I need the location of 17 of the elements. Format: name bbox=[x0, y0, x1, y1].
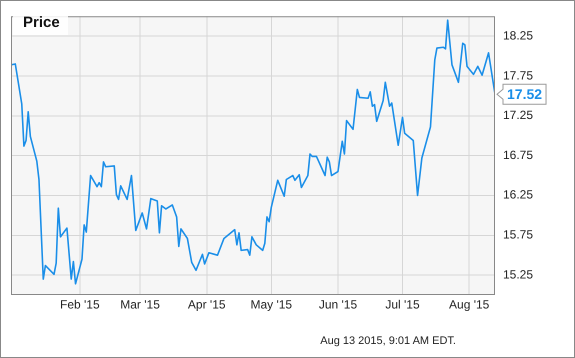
y-tick-label: 16.25 bbox=[503, 188, 534, 202]
y-tick-label: 15.25 bbox=[503, 267, 534, 282]
data-label: 17.52 bbox=[507, 86, 542, 102]
x-tick-label: Aug '15 bbox=[449, 298, 490, 312]
x-tick-label: May '15 bbox=[250, 298, 292, 312]
y-tick-label: 17.25 bbox=[503, 108, 534, 122]
y-tick-label: 18.25 bbox=[503, 28, 534, 42]
y-tick-label: 17.75 bbox=[503, 68, 534, 82]
x-tick-label: Apr '15 bbox=[188, 298, 226, 312]
y-tick-label: 15.75 bbox=[503, 228, 534, 242]
x-tick-label: Jun '15 bbox=[318, 298, 358, 312]
chart-title: Price bbox=[13, 12, 68, 35]
text: Aug 13 2015, 9:01 AM EDT. bbox=[320, 335, 456, 347]
y-tick-label: 16.75 bbox=[503, 148, 534, 162]
x-tick-label: Jul '15 bbox=[385, 298, 420, 312]
x-tick-label: Mar '15 bbox=[120, 298, 160, 312]
x-tick-label: Feb '15 bbox=[60, 298, 100, 312]
